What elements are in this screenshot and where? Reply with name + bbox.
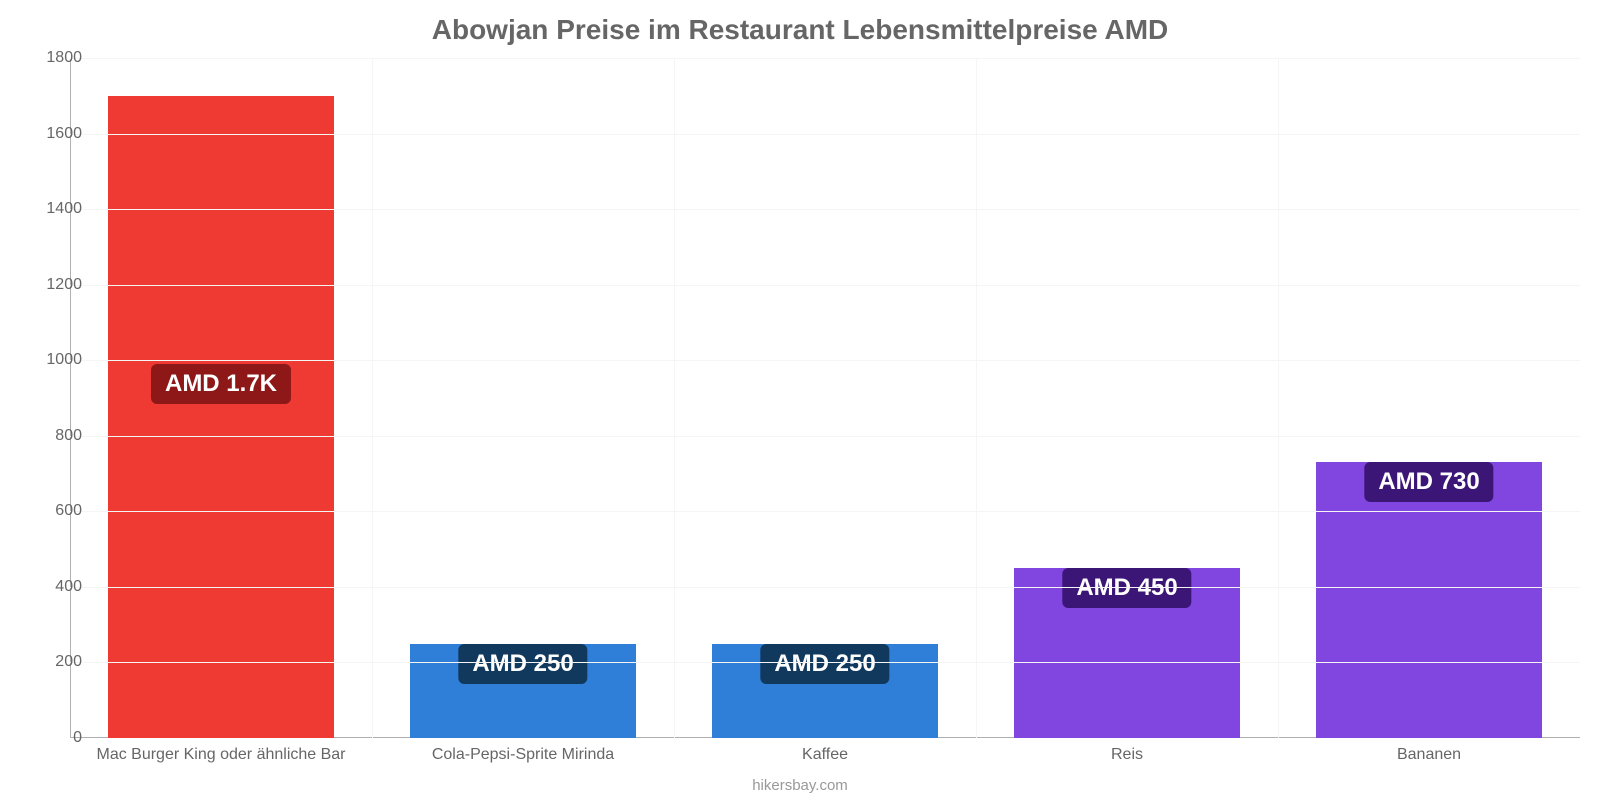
y-tick-label: 400 [22,578,82,596]
y-tick-label: 1000 [22,351,82,369]
grid-line-v [1278,58,1279,738]
bar-value-label: AMD 250 [458,644,587,684]
y-tick-label: 600 [22,502,82,520]
bar-value-label: AMD 1.7K [151,364,291,404]
source-text: hikersbay.com [0,777,1600,794]
bar-value-label: AMD 250 [760,644,889,684]
x-tick-label: Kaffee [802,746,848,764]
grid-line-v [976,58,977,738]
grid-line-h [70,209,1580,210]
x-tick-label: Reis [1111,746,1143,764]
price-chart: Abowjan Preise im Restaurant Lebensmitte… [0,0,1600,800]
grid-line-h [70,436,1580,437]
y-tick-label: 1200 [22,276,82,294]
plot-area: AMD 1.7KAMD 250AMD 250AMD 450AMD 730 Mac… [70,58,1580,738]
y-tick-label: 200 [22,653,82,671]
y-tick-label: 1800 [22,49,82,67]
grid-line-v [372,58,373,738]
grid-line-h [70,662,1580,663]
grid-line-h [70,134,1580,135]
grid-line-h [70,360,1580,361]
bar-value-label: AMD 450 [1062,568,1191,608]
grid-line-h [70,587,1580,588]
bar [1316,462,1543,738]
x-tick-label: Bananen [1397,746,1461,764]
grid-line-h [70,58,1580,59]
bars-layer: AMD 1.7K AMD 250 AMD 250 AMD 450 AMD 730 [70,58,1580,738]
y-tick-label: 1600 [22,125,82,143]
grid-line-v [674,58,675,738]
bar-value-label: AMD 730 [1364,462,1493,502]
x-tick-label: Mac Burger King oder ähnliche Bar [96,746,345,764]
x-tick-label: Cola-Pepsi-Sprite Mirinda [432,746,614,764]
bar [108,96,335,738]
chart-title: Abowjan Preise im Restaurant Lebensmitte… [0,0,1600,52]
y-tick-label: 1400 [22,200,82,218]
grid-line-h [70,511,1580,512]
grid-line-h [70,285,1580,286]
y-tick-label: 800 [22,427,82,445]
y-tick-label: 0 [22,729,82,747]
